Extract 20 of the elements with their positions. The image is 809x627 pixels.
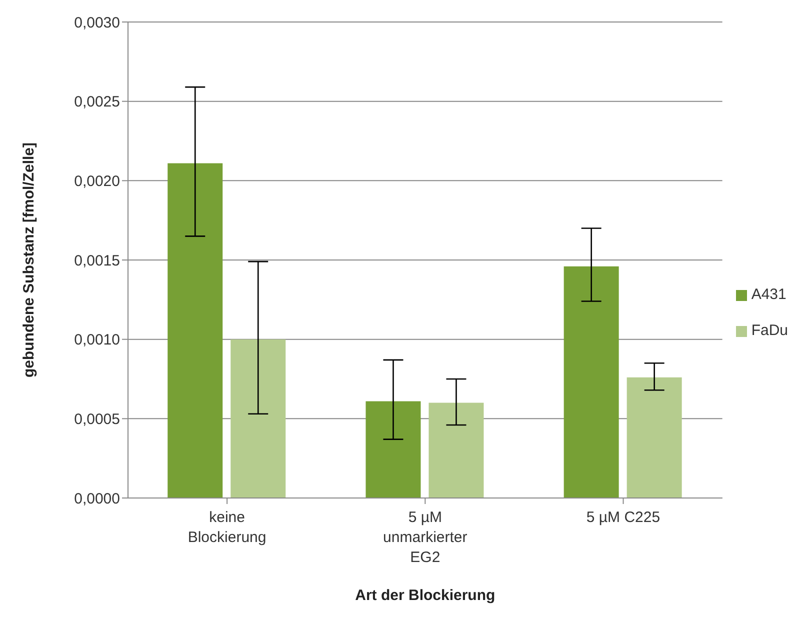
y-tick-label: 0,0030 — [74, 14, 120, 32]
y-tick-label: 0,0005 — [74, 410, 120, 428]
bar — [366, 401, 421, 498]
y-tick-label: 0,0025 — [74, 94, 120, 111]
bar — [168, 163, 223, 498]
y-tick-label: 0,0000 — [74, 490, 120, 508]
legend-label: FaDu — [751, 322, 788, 339]
x-axis-title: Art der Blockierung — [355, 587, 496, 604]
x-tick-label: keine Blockierung — [188, 509, 266, 546]
y-tick-label: 0,0020 — [74, 172, 120, 190]
y-tick-label: 0,0015 — [74, 252, 120, 270]
bar — [428, 402, 484, 498]
bar — [230, 339, 286, 498]
y-axis-title: gebundene Substanz [fmol/Zelle] — [20, 142, 38, 378]
x-tick-label: 5 µM C225 — [586, 509, 660, 526]
legend-label: A431 — [751, 286, 786, 303]
y-tick-label: 0,0010 — [74, 332, 120, 349]
bar — [564, 266, 619, 498]
bar — [626, 377, 682, 498]
x-tick-label: 5 µM unmarkierter EG2 — [383, 509, 468, 566]
